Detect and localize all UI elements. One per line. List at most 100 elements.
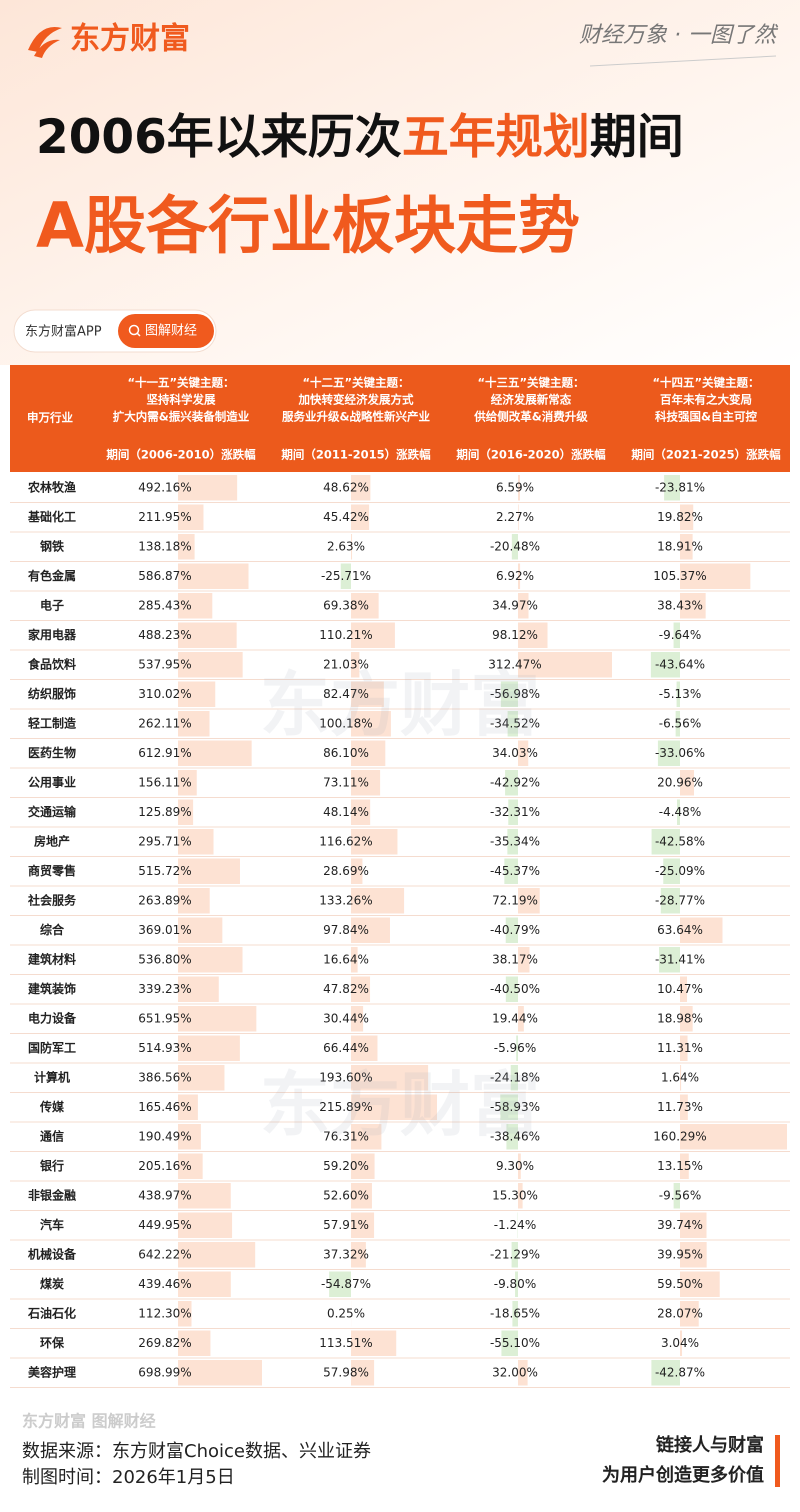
tag-button-label: 图解财经 [145,324,197,339]
data-bar [178,1301,192,1327]
column-theme-line: 百年未有之大变局 [660,393,752,407]
data-bar [351,534,353,560]
cell-value: 514.93% [138,1041,191,1055]
data-bar [680,1035,688,1061]
data-bar [663,858,680,884]
data-bar [178,1242,256,1268]
cell-value: -40.79% [490,923,540,937]
source: 数据来源：东方财富Choice数据、兴业证券 [22,1441,371,1462]
data-bar [178,1183,231,1209]
data-bar [351,888,405,914]
data-bar [518,1006,524,1032]
row-label: 传媒 [39,1099,65,1114]
cell-value: 13.15% [657,1159,703,1173]
cell-value: -58.93% [490,1100,540,1114]
title-part: 五年规划 [402,110,590,165]
cell-value: -23.81% [655,480,705,494]
cell-value: -5.96% [494,1041,536,1055]
cell-value: 32.00% [492,1365,538,1379]
column-theme-line: 服务业升级&战略性新兴产业 [282,410,431,424]
column-theme-line: 供给侧改革&消费升级 [473,410,588,424]
cell-value: 18.98% [657,1011,703,1025]
motto: 为用户创造更多价值 [602,1464,764,1486]
data-bar [518,1183,523,1209]
cell-value: 295.71% [138,834,191,848]
data-bar [680,1006,693,1032]
column-theme-line: 经济发展新常态 [491,393,572,407]
data-bar [351,976,371,1002]
header-background [0,0,800,365]
data-bar [351,829,398,855]
tag-app: 东方财富APP [25,324,102,340]
column-theme-line: 坚持科学发展 [147,393,216,407]
data-bar [178,563,249,589]
title: 2006年以来历次五年规划期间 [36,110,684,165]
cell-value: 190.49% [138,1129,191,1143]
column-period: 期间（2006-2010）涨跌幅 [106,448,256,462]
column-period: 期间（2021-2025）涨跌幅 [631,448,781,462]
data-bar [178,1330,211,1356]
cell-value: 205.16% [138,1159,191,1173]
cell-value: 38.43% [657,598,703,612]
data-bar [518,652,612,678]
cell-value: 642.22% [138,1247,191,1261]
column-period: 期间（2011-2015）涨跌幅 [281,448,431,462]
cell-value: 86.10% [323,746,369,760]
data-bar [660,888,680,914]
cell-value: 211.95% [138,510,191,524]
data-bar [351,1006,364,1032]
cell-value: -32.31% [490,805,540,819]
cell-value: -54.87% [321,1277,371,1291]
data-bar [351,1242,366,1268]
data-bar [178,622,237,648]
cell-value: 6.92% [496,569,534,583]
data-bar [178,711,210,737]
data-bar [351,681,384,707]
cell-value: 82.47% [323,687,369,701]
cell-value: -6.56% [659,716,701,730]
data-bar [511,1242,518,1268]
data-bar [178,1065,225,1091]
cell-value: 586.87% [138,569,191,583]
data-bar [504,858,518,884]
data-bar [516,1035,518,1061]
data-bar [178,593,213,619]
cell-value: 2.63% [327,539,365,553]
data-bar [677,799,680,825]
column-theme: “十一五”关键主题： [127,376,234,390]
subtitle: A股各行业板块走势 [36,189,580,262]
data-bar [680,1242,707,1268]
cell-value: 69.38% [323,598,369,612]
cell-value: -20.48% [490,539,540,553]
cell-value: -33.06% [655,746,705,760]
cell-value: 15.30% [492,1188,538,1202]
cell-value: -28.77% [655,893,705,907]
cell-value: -42.58% [655,834,705,848]
cell-value: 1.64% [661,1070,699,1084]
cell-value: 193.60% [319,1070,372,1084]
cell-value: 21.03% [323,657,369,671]
data-bar [329,1271,351,1297]
data-bar [178,475,238,501]
data-bar [518,740,529,766]
cell-value: 339.23% [138,982,191,996]
data-bar [178,681,216,707]
row-label: 综合 [40,922,65,937]
cell-value: 386.56% [138,1070,191,1084]
data-bar [178,829,214,855]
cell-value: 38.17% [492,952,538,966]
data-bar [505,917,518,943]
tag-button[interactable] [118,314,214,348]
data-bar [508,799,518,825]
cell-value: 76.31% [323,1129,369,1143]
data-bar [178,1271,231,1297]
data-bar [178,1035,240,1061]
data-bar [178,504,204,530]
data-bar [518,947,530,973]
motto: 链接人与财富 [656,1434,764,1456]
data-bar [680,1124,787,1150]
cell-value: -43.64% [655,657,705,671]
cell-value: 39.74% [657,1218,703,1232]
slogan: 财经万象 · 一图了然 [579,23,779,48]
